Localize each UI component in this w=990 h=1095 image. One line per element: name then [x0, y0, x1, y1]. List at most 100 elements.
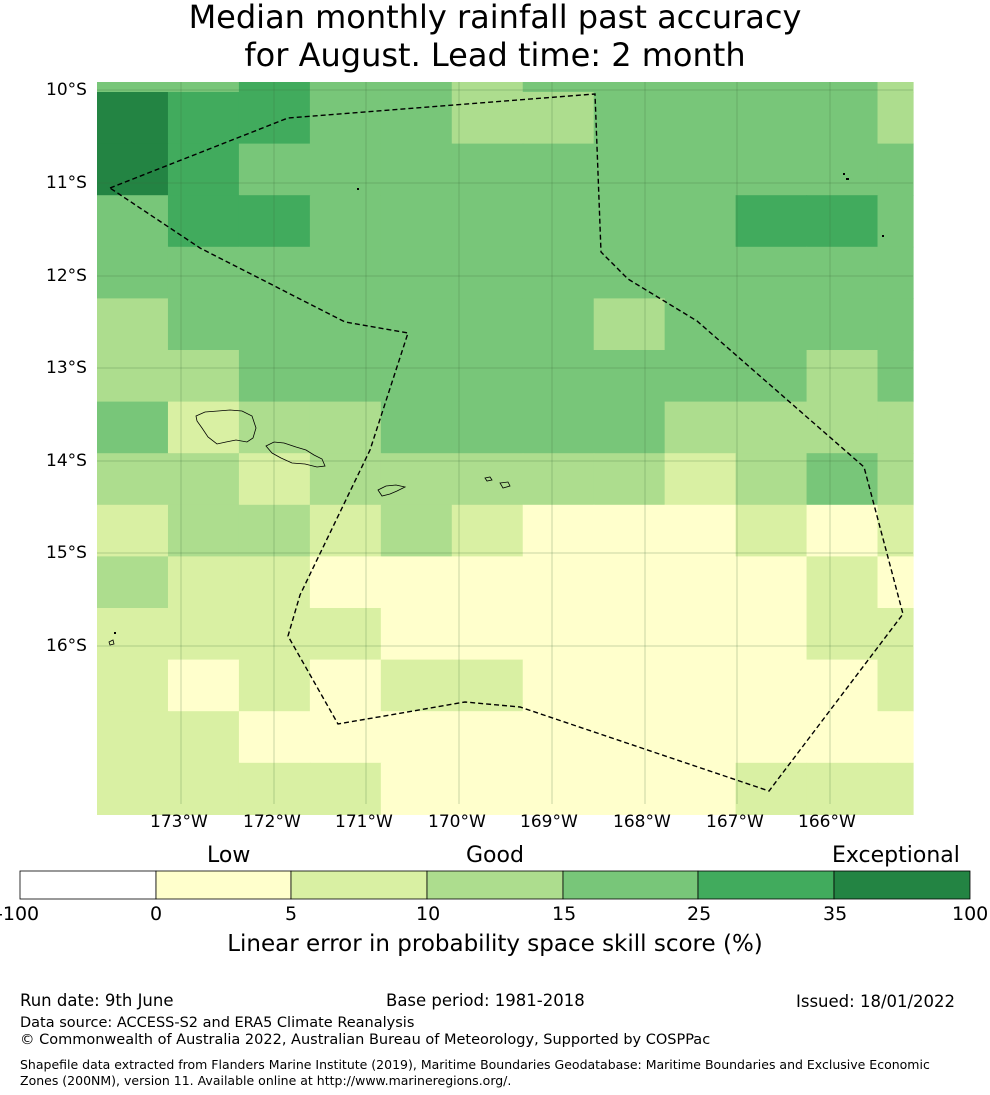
skill-cell: [877, 659, 914, 712]
skill-cell: [664, 92, 737, 145]
tiny-islands: [114, 173, 884, 634]
skill-cell: [238, 453, 311, 506]
skill-cell: [97, 659, 169, 712]
issued-date: Issued: 18/01/2022: [796, 992, 956, 1011]
colorbar-tick-0: 0: [150, 903, 163, 925]
skill-cell: [522, 453, 595, 506]
skill-cell: [593, 401, 666, 454]
skill-cell: [451, 82, 524, 93]
skill-cell: [664, 350, 737, 403]
skill-cell: [877, 556, 914, 609]
skill-cell: [309, 711, 382, 764]
eez-boundary: [108, 93, 904, 792]
skill-cell: [593, 246, 666, 299]
skill-cell: [97, 504, 169, 557]
samoa-islands: [108, 409, 511, 646]
skill-cell: [806, 246, 879, 299]
skill-cell: [877, 762, 914, 815]
skill-cell: [97, 762, 169, 815]
skill-cell: [97, 711, 169, 764]
skill-cell: [167, 143, 240, 196]
skill-cell: [238, 350, 311, 403]
skill-cell: [309, 92, 382, 145]
skill-cell: [380, 92, 453, 145]
skill-cell: [806, 195, 879, 248]
skill-cell: [380, 143, 453, 196]
skill-cell: [451, 556, 524, 609]
colorbar-tick-35: 35: [823, 903, 848, 925]
skill-cell: [522, 401, 595, 454]
skill-cell: [735, 92, 808, 145]
skill-cell: [451, 298, 524, 351]
skill-cell: [664, 504, 737, 557]
colorbar-axis-label: Linear error in probability space skill …: [227, 931, 763, 957]
skill-cell: [167, 401, 240, 454]
skill-cell: [593, 453, 666, 506]
lon-label-169w: 169°W: [520, 812, 578, 832]
manua-island-1: [484, 476, 493, 482]
colorbar-category-low: Low: [207, 843, 251, 868]
skill-cell: [877, 82, 914, 93]
skill-cell: [593, 556, 666, 609]
skill-cell: [167, 504, 240, 557]
skill-cell: [877, 711, 914, 764]
colorbar-tick-15: 15: [552, 903, 577, 925]
skill-cell: [877, 298, 914, 351]
colorbar-tick-5: 5: [285, 903, 298, 925]
skill-cell: [806, 711, 879, 764]
skill-cell: [806, 143, 879, 196]
skill-cell: [735, 711, 808, 764]
skill-cell: [309, 659, 382, 712]
colorbar-swatch: [697, 870, 835, 900]
colorbar-swatch: [290, 870, 428, 900]
colorbar-swatch: [19, 870, 157, 900]
lat-label-15s: 15°S: [46, 543, 87, 563]
skill-cell: [877, 143, 914, 196]
skill-cell: [593, 143, 666, 196]
small-island-west: [108, 639, 115, 646]
skill-cell: [167, 711, 240, 764]
skill-cell: [522, 711, 595, 764]
copyright: © Commonwealth of Australia 2022, Austra…: [20, 1032, 711, 1048]
skill-cell: [593, 350, 666, 403]
skill-cell: [97, 350, 169, 403]
skill-cell: [877, 608, 914, 661]
lon-label-166w: 166°W: [798, 812, 856, 832]
skill-cell: [593, 762, 666, 815]
skill-cell: [167, 608, 240, 661]
skill-cell: [238, 92, 311, 145]
skill-cell: [806, 350, 879, 403]
skill-cell: [167, 659, 240, 712]
skill-cell: [593, 608, 666, 661]
skill-cell: [309, 350, 382, 403]
lat-label-13s: 13°S: [46, 358, 87, 378]
skill-cell: [522, 246, 595, 299]
skill-cell: [451, 659, 524, 712]
skill-cell: [877, 350, 914, 403]
skill-cell: [735, 246, 808, 299]
skill-cell: [380, 350, 453, 403]
skill-cell: [806, 556, 879, 609]
skill-cell: [380, 659, 453, 712]
skill-cell: [451, 143, 524, 196]
skill-cell: [309, 504, 382, 557]
skill-cell: [238, 195, 311, 248]
skill-cell: [97, 608, 169, 661]
colorbar-swatch: [833, 870, 971, 900]
skill-cell: [380, 711, 453, 764]
skill-cell: [735, 82, 808, 93]
skill-cell: [735, 556, 808, 609]
skill-cell: [664, 143, 737, 196]
skill-cell: [238, 608, 311, 661]
skill-cell: [451, 453, 524, 506]
skill-cell: [309, 143, 382, 196]
skill-cell: [522, 556, 595, 609]
skill-cell: [522, 92, 595, 145]
skill-cell: [593, 659, 666, 712]
skill-cell: [877, 504, 914, 557]
skill-cell: [877, 453, 914, 506]
skill-cell: [877, 92, 914, 145]
skill-cell: [167, 762, 240, 815]
colorbar-swatch: [562, 870, 699, 900]
skill-cell: [451, 608, 524, 661]
